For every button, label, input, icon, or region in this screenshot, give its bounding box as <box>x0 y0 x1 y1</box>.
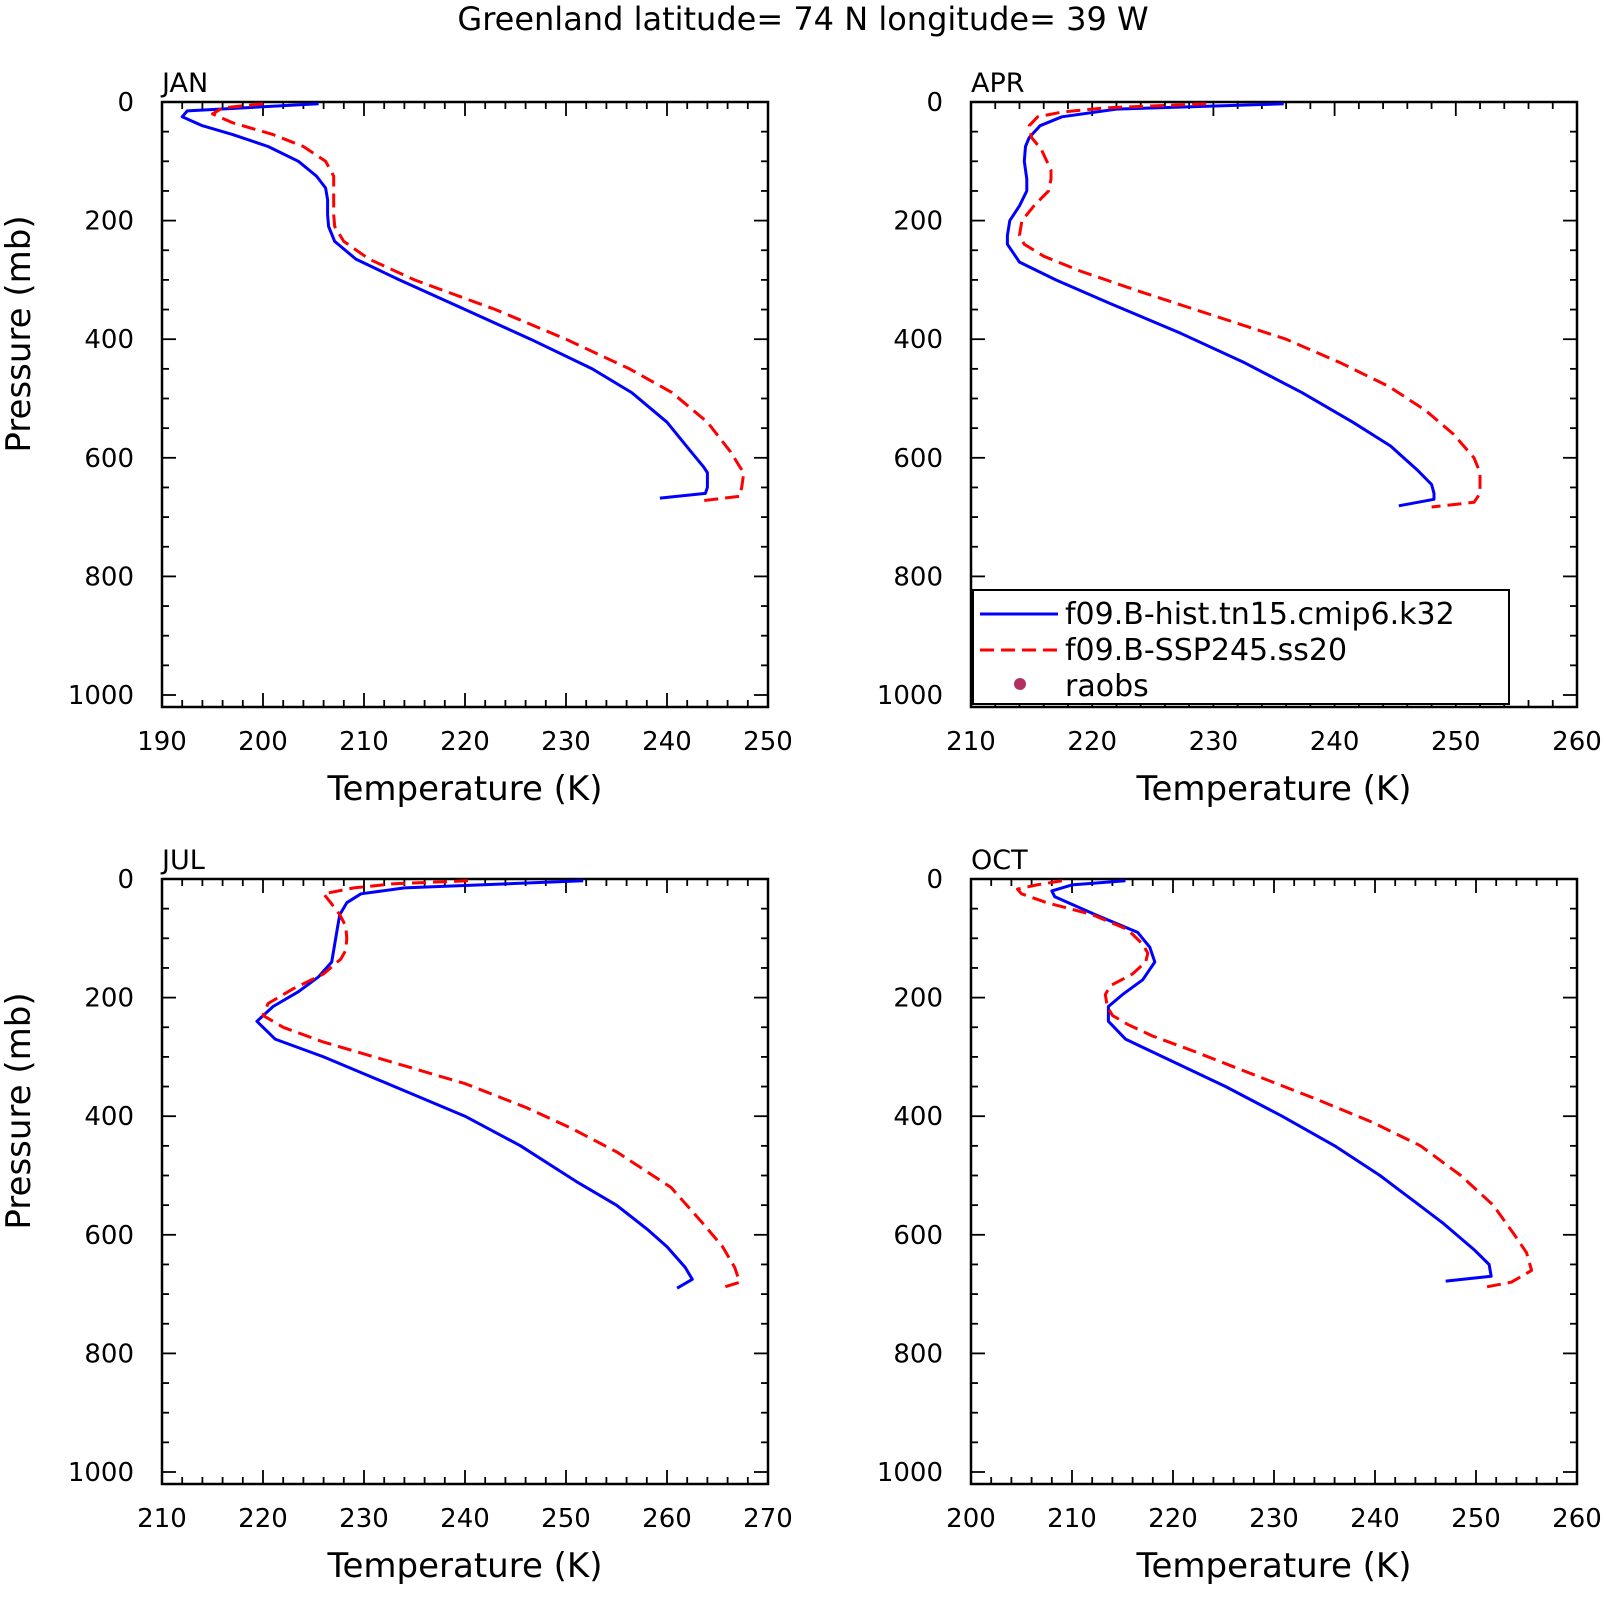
panel-label: JUL <box>160 845 205 876</box>
y-tick-label: 800 <box>84 562 134 592</box>
legend-entry-label: raobs <box>1065 669 1149 704</box>
series-line-hist <box>1005 102 1436 508</box>
y-tick-label: 0 <box>926 865 943 895</box>
y-tick-label: 1000 <box>68 1458 134 1488</box>
x-tick-label: 240 <box>440 1504 490 1534</box>
y-tick-label: 600 <box>893 444 943 474</box>
y-axis-label: Pressure (mb) <box>0 215 39 452</box>
panel-jan: JAN 190 200 210 220 230 240 250 0 200 400 600 800 100… <box>0 68 793 809</box>
x-tick-label: 260 <box>1552 1504 1602 1534</box>
plot-frame <box>969 877 1579 1486</box>
x-tick-label: 250 <box>743 727 793 757</box>
legend-box <box>972 589 1510 705</box>
panel-apr: APR 210 220 230 240 250 260 0 200 400 600 800 1000 Te… <box>877 68 1602 809</box>
y-tick-label: 600 <box>84 444 134 474</box>
x-tick-label: 220 <box>238 1504 288 1534</box>
y-tick-label: 200 <box>893 207 943 237</box>
series-line-ssp245 <box>1016 879 1534 1289</box>
y-tick-label: 200 <box>84 984 134 1014</box>
plot-frame <box>160 100 770 709</box>
legend-entry-label: f09.B-SSP245.ss20 <box>1065 633 1347 668</box>
x-tick-label: 260 <box>1552 727 1602 757</box>
panel-jul: JUL 210 220 230 240 250 260 270 0 200 400 600 800 100… <box>0 845 793 1586</box>
y-tick-label: 600 <box>893 1221 943 1251</box>
y-tick-label: 800 <box>893 1339 943 1369</box>
y-axis-label: Pressure (mb) <box>0 992 39 1229</box>
series-line-ssp245 <box>261 879 742 1290</box>
y-tick-label: 0 <box>117 88 134 118</box>
x-tick-label: 190 <box>137 727 187 757</box>
x-tick-label: 210 <box>137 1504 187 1534</box>
x-tick-label: 220 <box>440 727 490 757</box>
x-tick-label: 200 <box>238 727 288 757</box>
series-line-ssp245 <box>1018 102 1482 509</box>
x-tick-label: 260 <box>642 1504 692 1534</box>
x-tick-label: 240 <box>1350 1504 1400 1534</box>
x-tick-label: 220 <box>1067 727 1117 757</box>
x-tick-label: 220 <box>1148 1504 1198 1534</box>
x-tick-label: 210 <box>946 727 996 757</box>
x-tick-label: 200 <box>946 1504 996 1534</box>
y-tick-label: 1000 <box>68 681 134 711</box>
x-tick-label: 250 <box>1431 727 1481 757</box>
plot-frame <box>969 100 1579 709</box>
y-tick-label: 400 <box>84 325 134 355</box>
x-tick-label: 240 <box>642 727 692 757</box>
plot-frame <box>160 877 770 1486</box>
y-tick-label: 200 <box>84 207 134 237</box>
y-tick-label: 0 <box>926 88 943 118</box>
panel-oct: OCT 200 210 220 230 240 250 260 0 200 400 600 800 100… <box>877 845 1602 1586</box>
panel-label: JAN <box>160 68 208 99</box>
y-tick-label: 0 <box>117 865 134 895</box>
panel-label: APR <box>971 68 1025 99</box>
series-line-hist <box>1050 879 1493 1283</box>
y-tick-label: 1000 <box>877 1458 943 1488</box>
y-tick-label: 400 <box>893 325 943 355</box>
x-tick-label: 240 <box>1310 727 1360 757</box>
y-tick-label: 400 <box>893 1102 943 1132</box>
x-tick-label: 230 <box>1189 727 1239 757</box>
y-tick-label: 600 <box>84 1221 134 1251</box>
x-axis-label: Temperature (K) <box>1135 769 1411 809</box>
y-tick-label: 800 <box>84 1339 134 1369</box>
series-line-hist <box>180 102 709 500</box>
figure-title: Greenland latitude= 74 N longitude= 39 W <box>457 0 1148 38</box>
y-tick-label: 200 <box>893 984 943 1014</box>
x-tick-label: 210 <box>1047 1504 1097 1534</box>
panel-label: OCT <box>971 845 1028 876</box>
y-tick-label: 1000 <box>877 681 943 711</box>
series-line-ssp245 <box>211 102 746 503</box>
x-tick-label: 250 <box>1451 1504 1501 1534</box>
x-axis-label: Temperature (K) <box>326 769 602 809</box>
x-tick-label: 210 <box>339 727 389 757</box>
legend-marker-raobs <box>1014 678 1026 690</box>
legend-entry-label: f09.B-hist.tn15.cmip6.k32 <box>1065 597 1455 632</box>
x-axis-label: Temperature (K) <box>326 1546 602 1586</box>
x-axis-label: Temperature (K) <box>1135 1546 1411 1586</box>
x-tick-label: 230 <box>1249 1504 1299 1534</box>
series-line-hist <box>255 879 694 1290</box>
x-tick-label: 230 <box>541 727 591 757</box>
x-tick-label: 250 <box>541 1504 591 1534</box>
x-tick-label: 270 <box>743 1504 793 1534</box>
y-tick-label: 400 <box>84 1102 134 1132</box>
x-tick-label: 230 <box>339 1504 389 1534</box>
y-tick-label: 800 <box>893 562 943 592</box>
legend: f09.B-hist.tn15.cmip6.k32f09.B-SSP245.ss… <box>972 589 1510 705</box>
